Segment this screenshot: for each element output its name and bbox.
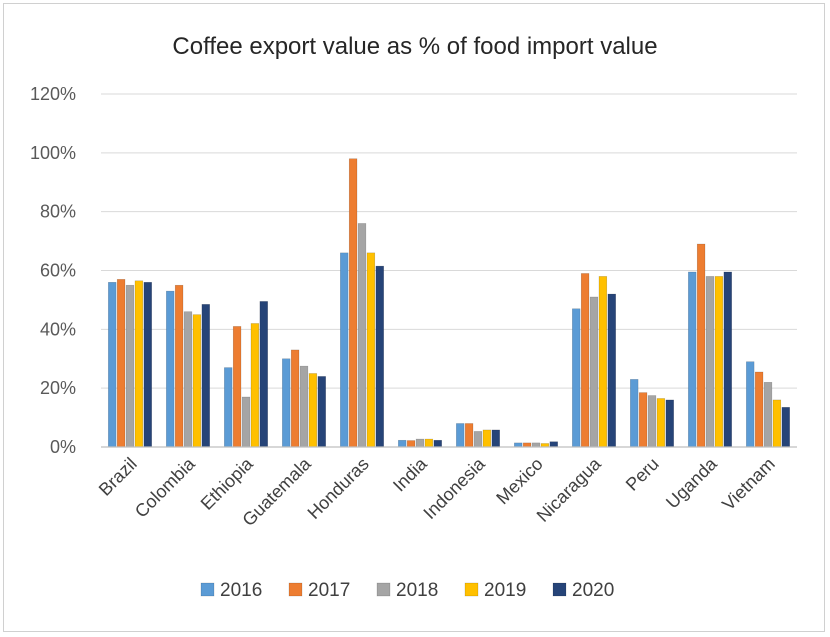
bar-nicaragua-2017 <box>580 273 590 448</box>
bar-brazil-2017 <box>116 279 126 448</box>
bar-ethiopia-2016 <box>224 367 233 448</box>
bar-honduras-2017 <box>348 158 358 448</box>
legend-label-2020: 2020 <box>572 580 614 601</box>
bar-peru-2019 <box>656 398 666 448</box>
x-tick-label: Indonesia <box>419 453 489 523</box>
bar-uganda-2017 <box>696 243 706 448</box>
bar-vietnam-2019 <box>772 399 782 448</box>
x-tick-label: Nicaragua <box>533 453 606 526</box>
y-tick-label: 60% <box>40 261 76 281</box>
bar-nicaragua-2020 <box>607 293 616 448</box>
bar-ethiopia-2018 <box>241 396 251 448</box>
bar-nicaragua-2016 <box>572 308 581 448</box>
bar-brazil-2019 <box>134 280 144 448</box>
x-tick-label: Vietnam <box>718 454 779 515</box>
x-tick-label: Mexico <box>492 454 546 508</box>
bar-india-2016 <box>398 439 407 448</box>
bar-ethiopia-2019 <box>250 323 260 448</box>
bar-guatemala-2016 <box>282 358 291 448</box>
bar-indonesia-2019 <box>482 429 492 448</box>
legend-swatch-2018 <box>376 582 391 597</box>
bar-ethiopia-2017 <box>232 326 242 448</box>
coffee-export-chart: Coffee export value as % of food import … <box>30 33 797 601</box>
bar-mexico-2018 <box>531 442 541 448</box>
x-tick-label: India <box>389 453 431 495</box>
bar-indonesia-2018 <box>473 431 483 448</box>
y-tick-label: 120% <box>30 84 76 104</box>
bar-brazil-2020 <box>143 282 152 448</box>
chart-frame: Coffee export value as % of food import … <box>3 3 825 632</box>
bar-indonesia-2016 <box>456 423 465 448</box>
y-tick-label: 80% <box>40 202 76 222</box>
x-tick-label: Brazil <box>95 454 141 500</box>
legend-swatch-2017 <box>288 582 303 597</box>
bar-indonesia-2017 <box>464 423 474 448</box>
bar-uganda-2018 <box>705 276 715 448</box>
bar-peru-2018 <box>647 395 657 448</box>
legend: 2016 2017 2018 2019 2020 <box>200 580 614 601</box>
bar-uganda-2016 <box>688 271 697 448</box>
bars <box>108 158 790 448</box>
bar-indonesia-2020 <box>491 429 500 448</box>
y-tick-label: 20% <box>40 378 76 398</box>
bar-mexico-2016 <box>514 442 523 448</box>
legend-swatch-2020 <box>552 582 567 597</box>
bar-vietnam-2018 <box>763 382 773 448</box>
bar-peru-2016 <box>630 379 639 448</box>
bar-peru-2020 <box>665 399 674 448</box>
bar-vietnam-2016 <box>746 361 755 448</box>
bar-ethiopia-2020 <box>259 301 268 448</box>
bar-guatemala-2020 <box>317 376 326 448</box>
bar-peru-2017 <box>638 392 648 448</box>
bar-india-2018 <box>415 438 425 448</box>
bar-uganda-2019 <box>714 276 724 448</box>
bar-nicaragua-2018 <box>589 296 599 448</box>
bar-colombia-2020 <box>201 304 210 448</box>
y-tick-label: 100% <box>30 143 76 163</box>
bar-brazil-2018 <box>125 284 135 448</box>
x-tick-label: Peru <box>622 454 663 495</box>
legend-label-2019: 2019 <box>484 580 526 601</box>
grid <box>101 93 797 389</box>
bar-colombia-2016 <box>166 290 175 448</box>
bar-colombia-2018 <box>183 311 193 448</box>
y-tick-label: 0% <box>50 437 76 457</box>
bar-nicaragua-2019 <box>598 276 608 448</box>
bar-guatemala-2018 <box>299 365 309 448</box>
bar-uganda-2020 <box>723 271 732 448</box>
y-tick-label: 40% <box>40 319 76 339</box>
x-tick-label: Uganda <box>662 453 721 512</box>
bar-honduras-2018 <box>357 223 367 448</box>
legend-swatch-2019 <box>464 582 479 597</box>
x-tick-label: Honduras <box>303 454 372 523</box>
bar-india-2019 <box>424 438 434 448</box>
bar-guatemala-2017 <box>290 349 300 448</box>
bar-vietnam-2017 <box>754 371 764 448</box>
legend-label-2017: 2017 <box>308 580 350 601</box>
bar-india-2017 <box>406 440 416 448</box>
bar-guatemala-2019 <box>308 373 318 448</box>
bar-mexico-2017 <box>522 442 532 448</box>
legend-label-2018: 2018 <box>396 580 438 601</box>
bar-colombia-2017 <box>174 284 184 448</box>
x-tick-label: Colombia <box>131 453 200 522</box>
bar-india-2020 <box>433 439 442 448</box>
legend-label-2016: 2016 <box>220 580 262 601</box>
bar-honduras-2016 <box>340 252 349 448</box>
bar-honduras-2020 <box>375 265 384 448</box>
bar-vietnam-2020 <box>781 407 790 448</box>
legend-swatch-2016 <box>200 582 215 597</box>
bar-brazil-2016 <box>108 282 117 448</box>
bar-mexico-2020 <box>549 441 558 448</box>
bar-colombia-2019 <box>192 314 202 448</box>
bar-honduras-2019 <box>366 252 376 448</box>
chart-title: Coffee export value as % of food import … <box>172 33 657 60</box>
